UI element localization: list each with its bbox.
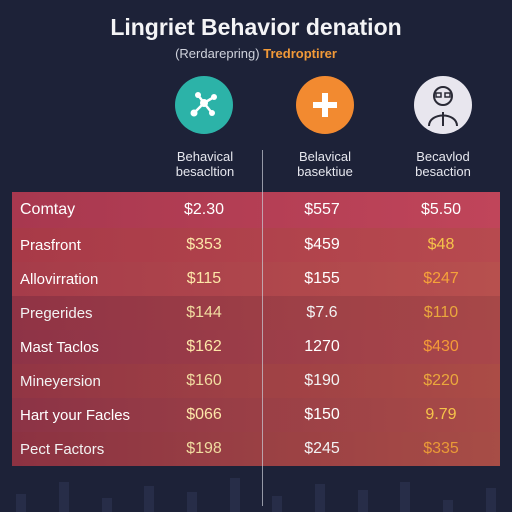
- table-row: Mast Taclos $162 1270 $430: [12, 330, 500, 364]
- table-row: Pregerides $144 $7.6 $110: [12, 296, 500, 330]
- column-header-3-line2: besaction: [415, 164, 471, 179]
- table-row: Hart your Facles $066 $150 9.79: [12, 398, 500, 432]
- row-value-2: $155: [304, 270, 340, 287]
- row-label: Pregerides: [20, 304, 93, 322]
- row-value-1: $066: [186, 406, 222, 423]
- row-label: Comtay: [20, 201, 76, 218]
- row-label: Mineyersion: [20, 372, 101, 390]
- row-value-1: $353: [186, 236, 222, 253]
- column-header-3: Becavlod besaction: [388, 149, 498, 179]
- row-value-1: $144: [186, 304, 222, 321]
- table-row: Pect Factors $198 $245 $335: [12, 432, 500, 466]
- row-value-1: $162: [186, 338, 222, 355]
- plus-icon: [296, 76, 354, 134]
- subtitle-prefix: (Rerdarepring): [175, 46, 260, 61]
- row-value-2: $459: [304, 236, 340, 253]
- row-value-1: $160: [186, 372, 222, 389]
- row-label: Pect Factors: [20, 440, 105, 458]
- table-row: Allovirration $115 $155 $247: [12, 262, 500, 296]
- row-value-1: $2.30: [183, 201, 225, 218]
- row-value-3: $110: [423, 304, 459, 321]
- row-value-2: $150: [304, 406, 340, 423]
- row-value-2: $190: [304, 372, 340, 389]
- row-value-2: $245: [304, 440, 340, 457]
- table-row: Prasfront $353 $459 $48: [12, 228, 500, 262]
- row-value-3: $220: [423, 372, 459, 389]
- row-value-2: $7.6: [306, 304, 338, 321]
- row-value-2: 1270: [304, 338, 340, 355]
- subtitle-accent: Tredroptirer: [263, 46, 337, 61]
- column-header-2-line1: Belavical: [298, 149, 352, 164]
- row-value-3: $5.50: [420, 201, 462, 218]
- row-value-1: $115: [186, 270, 222, 287]
- column-header-2-line2: basektiue: [297, 164, 353, 179]
- column-header-1-line2: besacltion: [175, 164, 235, 179]
- row-label: Prasfront: [20, 236, 81, 254]
- table-row: Mineyersion $160 $190 $220: [12, 364, 500, 398]
- column-divider: [262, 150, 263, 506]
- table-row: Comtay $2.30 $557 $5.50: [12, 192, 500, 228]
- row-value-1: $198: [186, 440, 222, 457]
- row-label: Allovirration: [20, 270, 99, 288]
- row-value-3: $335: [423, 440, 459, 457]
- network-icon: [175, 76, 233, 134]
- column-header-1-line1: Behavical: [176, 149, 234, 164]
- person-icon: [414, 76, 472, 134]
- row-value-3: $48: [427, 236, 455, 253]
- column-header-2: Belavical basektiue: [270, 149, 380, 179]
- row-label: Mast Taclos: [20, 338, 99, 356]
- row-value-3: $247: [423, 270, 459, 287]
- page-title: Lingriet Behavior denation: [110, 14, 402, 40]
- row-value-2: $557: [304, 201, 340, 218]
- page-subtitle: (Rerdarepring) Tredroptirer: [0, 46, 512, 61]
- column-header-1: Behavical besacltion: [150, 149, 260, 179]
- background-bars: [0, 472, 512, 512]
- comparison-table: Comtay $2.30 $557 $5.50 Prasfront $353 $…: [12, 192, 500, 466]
- column-header-3-line1: Becavlod: [416, 149, 470, 164]
- row-value-3: 9.79: [425, 406, 457, 423]
- row-value-3: $430: [423, 338, 459, 355]
- row-label: Hart your Facles: [20, 406, 131, 424]
